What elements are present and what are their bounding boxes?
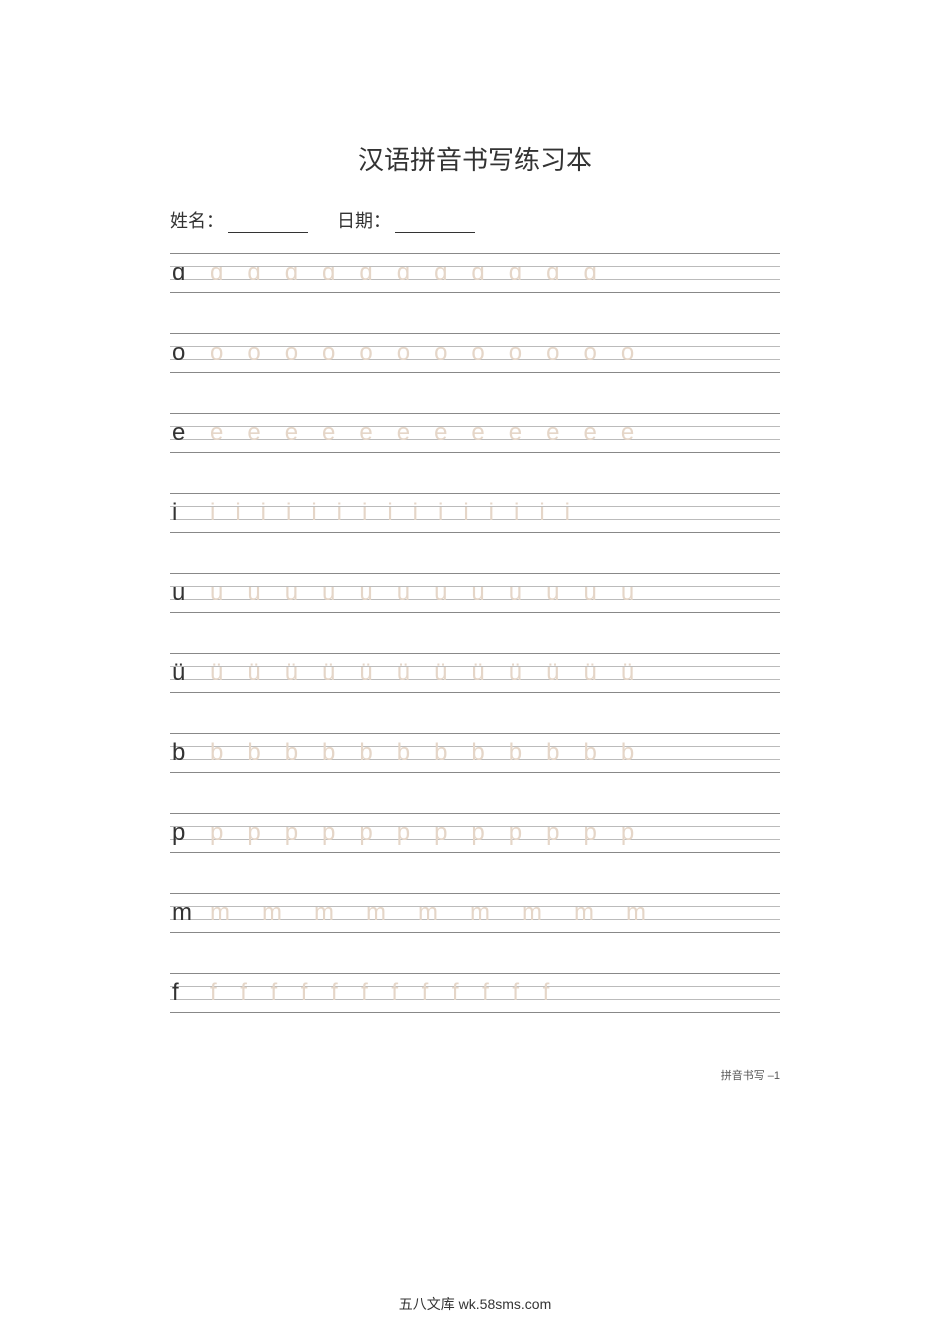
trace-letters: mmmmmmmmm: [200, 893, 778, 933]
model-letter: o: [172, 333, 200, 373]
letters: ppppppppppppp: [170, 813, 780, 853]
practice-row: bbbbbbbbbbbbb: [170, 733, 780, 773]
trace-letters: iiiiiiiiiiiiiii: [200, 493, 778, 533]
practice-row: ɑɑɑɑɑɑɑɑɑɑɑɑ: [170, 253, 780, 293]
model-letter: i: [172, 493, 200, 533]
trace-letters: ɑɑɑɑɑɑɑɑɑɑɑ: [200, 253, 778, 293]
practice-row: iiiiiiiiiiiiiiii: [170, 493, 780, 533]
trace-letters: eeeeeeeeeeee: [200, 413, 778, 453]
practice-row: mmmmmmmmmm: [170, 893, 780, 933]
date-label: 日期：: [337, 211, 391, 231]
practice-row: eeeeeeeeeeeee: [170, 413, 780, 453]
practice-row: fffffffffffff: [170, 973, 780, 1013]
date-blank[interactable]: [395, 215, 475, 233]
model-letter: p: [172, 813, 200, 853]
trace-letters: uuuuuuuuuuuu: [200, 573, 778, 613]
practice-row: ooooooooooooo: [170, 333, 780, 373]
trace-letters: bbbbbbbbbbbb: [200, 733, 778, 773]
worksheet: 汉语拼音书写练习本 姓名： 日期： ɑɑɑɑɑɑɑɑɑɑɑɑoooooooooo…: [170, 140, 780, 1053]
letters: mmmmmmmmmm: [170, 893, 780, 933]
footer-text: 五八文库 wk.58sms.com: [0, 1294, 950, 1314]
letters: ɑɑɑɑɑɑɑɑɑɑɑɑ: [170, 253, 780, 293]
model-letter: m: [172, 893, 200, 933]
trace-letters: üüüüüüüüüüüü: [200, 653, 778, 693]
letters: ooooooooooooo: [170, 333, 780, 373]
model-letter: f: [172, 973, 200, 1013]
name-blank[interactable]: [228, 215, 308, 233]
practice-row: üüüüüüüüüüüüü: [170, 653, 780, 693]
letters: üüüüüüüüüüüüü: [170, 653, 780, 693]
letters: bbbbbbbbbbbbb: [170, 733, 780, 773]
letters: uuuuuuuuuuuuu: [170, 573, 780, 613]
model-letter: b: [172, 733, 200, 773]
letters: fffffffffffff: [170, 973, 780, 1013]
trace-letters: oooooooooooo: [200, 333, 778, 373]
model-letter: e: [172, 413, 200, 453]
model-letter: ɑ: [172, 253, 200, 293]
practice-row: uuuuuuuuuuuuu: [170, 573, 780, 613]
page-number-label: 拼音书写 –1: [721, 1067, 780, 1083]
model-letter: u: [172, 573, 200, 613]
trace-letters: ffffffffffff: [200, 973, 778, 1013]
trace-letters: pppppppppppp: [200, 813, 778, 853]
name-label: 姓名：: [170, 211, 224, 231]
model-letter: ü: [172, 653, 200, 693]
practice-row: ppppppppppppp: [170, 813, 780, 853]
page-title: 汉语拼音书写练习本: [170, 140, 780, 177]
letters: eeeeeeeeeeeee: [170, 413, 780, 453]
letters: iiiiiiiiiiiiiiii: [170, 493, 780, 533]
meta-row: 姓名： 日期：: [170, 207, 780, 233]
practice-rows: ɑɑɑɑɑɑɑɑɑɑɑɑoooooooooooooeeeeeeeeeeeeeii…: [170, 253, 780, 1013]
